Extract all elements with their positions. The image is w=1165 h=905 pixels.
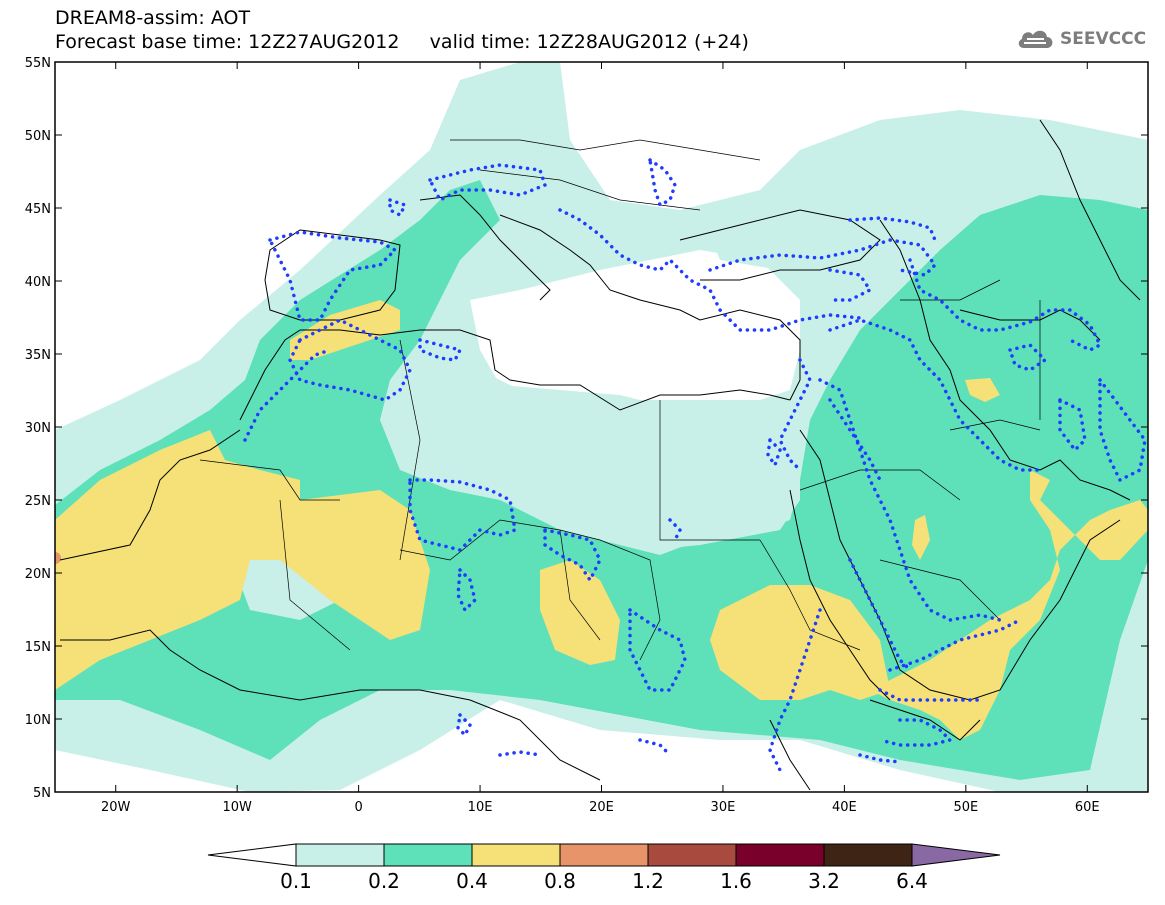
- lat-tick-label: 10N: [25, 713, 51, 728]
- colorbar-segment: [295, 843, 385, 867]
- lon-tick-label: 20E: [589, 800, 614, 815]
- lat-tick-label: 35N: [25, 348, 51, 363]
- colorbar-label: 0.4: [456, 869, 488, 893]
- aot-band-0-1: [385, 360, 800, 550]
- colorbar-label: 0.1: [280, 869, 312, 893]
- lon-tick-label: 60E: [1075, 800, 1100, 815]
- lon-tick-label: 10W: [222, 800, 252, 815]
- lat-tick-label: 40N: [25, 275, 51, 290]
- seevccc-logo: SEEVCCC: [1016, 26, 1146, 52]
- aot-band-0-4: [870, 470, 1148, 740]
- colorbar-label: 0.8: [544, 869, 576, 893]
- colorbar-label: 0.2: [368, 869, 400, 893]
- lat-tick-label: 25N: [25, 494, 51, 509]
- colorbar-label: 1.2: [632, 869, 664, 893]
- aot-band-0-4: [965, 378, 1000, 402]
- chart-title-line2: Forecast base time: 12Z27AUG2012 valid t…: [55, 31, 749, 53]
- colorbar-segment: [559, 843, 649, 867]
- lon-tick-label: 20W: [101, 800, 131, 815]
- lat-tick-label: 15N: [25, 640, 51, 655]
- aot-band-0-4: [710, 585, 890, 700]
- aot-band-0-4: [540, 560, 620, 665]
- lon-tick-label: 0: [354, 800, 362, 815]
- colorbar-segment: [207, 843, 297, 867]
- lat-tick-label: 55N: [25, 56, 51, 71]
- logo-text: SEEVCCC: [1060, 29, 1147, 49]
- aot-band-0-1: [700, 190, 900, 270]
- lon-tick-label: 40E: [832, 800, 857, 815]
- aot-band-0-8: [55, 552, 61, 564]
- lat-tick-label: 45N: [25, 202, 51, 217]
- colorbar-label: 1.6: [720, 869, 752, 893]
- lat-tick-label: 5N: [33, 786, 51, 801]
- lon-axis: 20W 10W 0 10E 20E 30E 40E 50E 60E: [101, 62, 1100, 815]
- aot-low-region: [470, 250, 800, 410]
- lat-tick-label: 50N: [25, 129, 51, 144]
- colorbar-segment: [823, 843, 913, 867]
- aot-band-0-4: [55, 430, 430, 690]
- lat-tick-label: 20N: [25, 567, 51, 582]
- lat-tick-label: 30N: [25, 421, 51, 436]
- colorbar-label: 3.2: [808, 869, 840, 893]
- colorbar-label: 6.4: [896, 869, 928, 893]
- lon-tick-label: 50E: [953, 800, 978, 815]
- lon-tick-label: 10E: [468, 800, 493, 815]
- aot-band-0-4: [290, 300, 400, 360]
- colorbar-segment: [911, 843, 1001, 867]
- aot-band-0-4: [912, 515, 930, 560]
- colorbar-segment: [383, 843, 473, 867]
- cloud-icon: [1018, 30, 1053, 48]
- chart-title-line1: DREAM8-assim: AOT: [55, 7, 251, 29]
- colorbar-segment: [735, 843, 825, 867]
- colorbar-segment: [647, 843, 737, 867]
- lat-axis: 55N 50N 45N 40N 35N 30N 25N 20N 15N 10N 5N: [25, 56, 1148, 801]
- dotted-contours: [243, 156, 1147, 772]
- aot-fields: [55, 62, 1148, 792]
- colorbar: 0.1 0.2 0.4 0.8 1.2 1.6 3.2 6.4: [207, 843, 1001, 893]
- lon-tick-label: 30E: [711, 800, 736, 815]
- colorbar-segment: [471, 843, 561, 867]
